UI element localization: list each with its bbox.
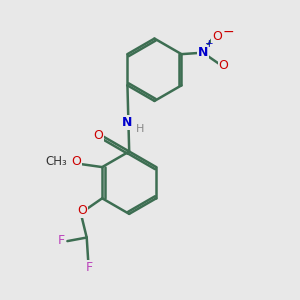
Text: F: F <box>86 261 93 274</box>
Text: F: F <box>57 234 64 247</box>
Text: O: O <box>71 155 81 168</box>
Text: −: − <box>222 25 234 39</box>
Text: O: O <box>212 30 222 43</box>
Text: +: + <box>205 39 213 49</box>
Text: N: N <box>122 116 133 129</box>
Text: CH₃: CH₃ <box>46 155 68 168</box>
Text: N: N <box>198 46 208 59</box>
Text: H: H <box>136 124 144 134</box>
Text: O: O <box>93 129 103 142</box>
Text: O: O <box>218 59 228 72</box>
Text: O: O <box>77 204 87 217</box>
